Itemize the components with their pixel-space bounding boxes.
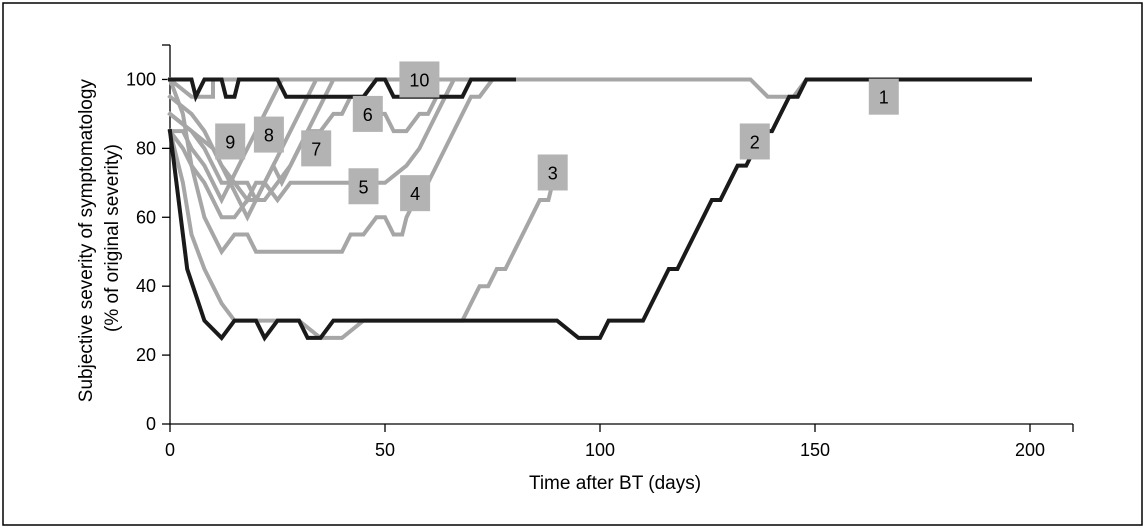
series-label-box: [400, 175, 431, 212]
series-label-10: 10: [399, 61, 440, 98]
x-tick-label: 150: [800, 440, 830, 460]
series-line-8: [167, 77, 344, 222]
y-tick-label: 60: [136, 207, 156, 227]
series-line-9: [168, 77, 301, 205]
x-axis-title: Time after BT (days): [529, 473, 701, 494]
series-label-box: [537, 154, 568, 191]
series-label-text: 3: [548, 163, 558, 183]
chart-axes: [162, 44, 1074, 432]
x-tick-label: 100: [585, 440, 615, 460]
series-label-text: 8: [264, 126, 274, 146]
series-label-box: [868, 78, 899, 115]
series-label-box: [253, 116, 284, 153]
series-label-9: 9: [215, 123, 246, 160]
y-tick-label: 80: [136, 138, 156, 158]
series-label-text: 1: [879, 88, 889, 108]
x-tick-label: 200: [1015, 440, 1045, 460]
x-tick-label: 50: [375, 440, 395, 460]
series-label-2: 2: [739, 123, 770, 160]
x-tick-label: 0: [165, 440, 175, 460]
series-label-box: [352, 95, 383, 132]
series-label-box: [739, 123, 770, 160]
series-line-6: [167, 77, 473, 202]
y-axis-title-line-1: Subjective severity of symptomatology: [76, 79, 97, 403]
series-label-1: 1: [868, 78, 899, 115]
series-label-text: 9: [225, 132, 235, 152]
series-label-text: 5: [358, 177, 368, 197]
series-label-3: 3: [537, 154, 568, 191]
series-label-box: [301, 130, 332, 167]
tick-labels-layer: 0 50 100 150 200 0 20 40 60 80 100: [126, 69, 1045, 460]
series-label-text: 10: [409, 70, 429, 90]
series-label-text: 6: [363, 105, 373, 125]
series-label-box: [399, 61, 440, 98]
series-label-8: 8: [253, 116, 284, 153]
y-tick-label: 0: [146, 414, 156, 434]
series-label-box: [348, 168, 379, 205]
y-axis-title-line-2: (% of original severity): [102, 144, 123, 332]
series-label-text: 2: [750, 132, 760, 152]
series-line-5: [167, 77, 473, 220]
series-label-text: 4: [410, 184, 420, 204]
series-label-6: 6: [352, 95, 383, 132]
y-tick-label: 20: [136, 345, 156, 365]
series-line-4: [167, 76, 516, 256]
series-label-text: 7: [311, 139, 321, 159]
series-label-7: 7: [301, 130, 332, 167]
series-labels-layer: 1 2 3 4 5 6 7 8 9 10: [215, 61, 899, 212]
y-tick-label: 100: [126, 69, 156, 89]
series-label-box: [215, 123, 246, 160]
series-label-5: 5: [348, 168, 379, 205]
y-axis-title: Subjective severity of symptomatology (%…: [76, 74, 123, 402]
series-label-4: 4: [400, 175, 431, 212]
y-tick-label: 40: [136, 276, 156, 296]
